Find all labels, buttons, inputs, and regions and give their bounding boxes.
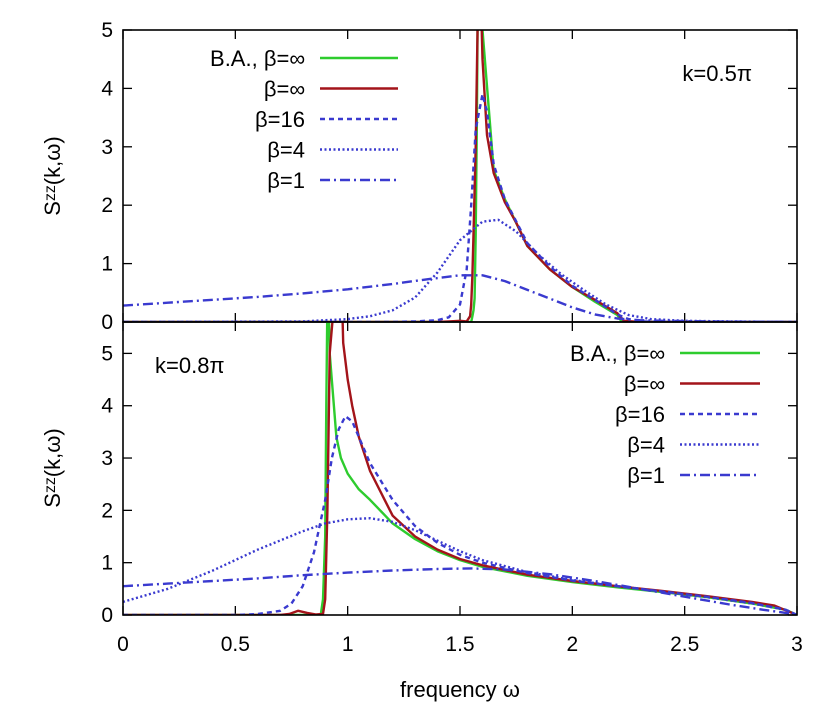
top-ytick-label: 0 <box>101 311 113 334</box>
top-series-5 <box>123 274 797 322</box>
bottom-ytick-label: 4 <box>101 395 113 418</box>
x-tick-label: 0.5 <box>221 633 250 656</box>
bottom-series-2 <box>123 322 797 615</box>
bottom-series-5 <box>123 567 797 615</box>
top-legend-label: β=1 <box>267 168 305 193</box>
bottom-series-3 <box>123 415 797 615</box>
top-legend-label: β=∞ <box>264 77 305 102</box>
bottom-panel-legend: B.A., β=∞ β=∞ β=16 β=4 β=1 <box>570 341 760 488</box>
top-legend-label: β=16 <box>255 107 305 132</box>
x-tick-label: 2 <box>566 633 578 656</box>
bottom-ytick-label: 5 <box>101 342 113 365</box>
x-tick-label: 2.5 <box>670 633 699 656</box>
top-panel-k-annotation: k=0.5π <box>682 61 752 86</box>
top-ytick-label: 2 <box>101 194 113 217</box>
panel-k-0.8pi: 0 1 2 3 4 5 0 0.5 1 1.5 2 2.5 3 Sᶻᶻ(k,ω) frequency … <box>40 321 803 702</box>
top-legend-label: β=4 <box>267 138 305 163</box>
top-ytick-label: 4 <box>101 77 113 100</box>
bottom-series-1 <box>123 322 797 615</box>
bottom-series-4 <box>123 517 797 615</box>
x-axis-label: frequency ω <box>400 677 520 702</box>
x-tick-label: 3 <box>791 633 803 656</box>
top-ytick-label: 5 <box>101 19 113 42</box>
bottom-ytick-label: 1 <box>101 552 113 575</box>
x-tick-label: 1.5 <box>445 633 474 656</box>
top-legend-label: B.A., β=∞ <box>210 46 305 71</box>
x-tick-label: 0 <box>117 633 129 656</box>
bottom-legend-label: β=1 <box>627 463 665 488</box>
bottom-panel-k-annotation: k=0.8π <box>155 353 225 378</box>
bottom-legend-label: β=4 <box>627 433 665 458</box>
bottom-panel-y-axis-label: Sᶻᶻ(k,ω) <box>40 428 65 507</box>
bottom-legend-label: β=∞ <box>624 372 665 397</box>
top-ytick-label: 3 <box>101 136 113 159</box>
x-tick-labels: 0 0.5 1 1.5 2 2.5 3 <box>117 633 803 656</box>
bottom-panel-y-tick-labels: 0 1 2 3 4 5 <box>101 342 113 627</box>
bottom-legend-label: β=16 <box>615 402 665 427</box>
top-series-3 <box>123 92 797 322</box>
top-panel-y-tick-labels: 0 1 2 3 4 5 <box>101 19 113 334</box>
top-panel-legend: B.A., β=∞ β=∞ β=16 β=4 β=1 <box>210 46 398 193</box>
panel-k-0.5pi: 0 1 2 3 4 5 Sᶻᶻ(k,ω) k=0.5π B.A., β=∞ β=∞ β=16 β… <box>40 19 798 334</box>
bottom-legend-label: B.A., β=∞ <box>570 341 665 366</box>
x-tick-label: 1 <box>342 633 354 656</box>
bottom-ytick-label: 3 <box>101 447 113 470</box>
bottom-panel-series <box>123 322 797 615</box>
bottom-ytick-label: 0 <box>101 604 113 627</box>
top-series-4 <box>123 218 797 322</box>
top-ytick-label: 1 <box>101 253 113 276</box>
bottom-panel-frame <box>122 321 798 616</box>
top-panel-y-axis-label: Sᶻᶻ(k,ω) <box>40 136 65 215</box>
bottom-ytick-label: 2 <box>101 499 113 522</box>
